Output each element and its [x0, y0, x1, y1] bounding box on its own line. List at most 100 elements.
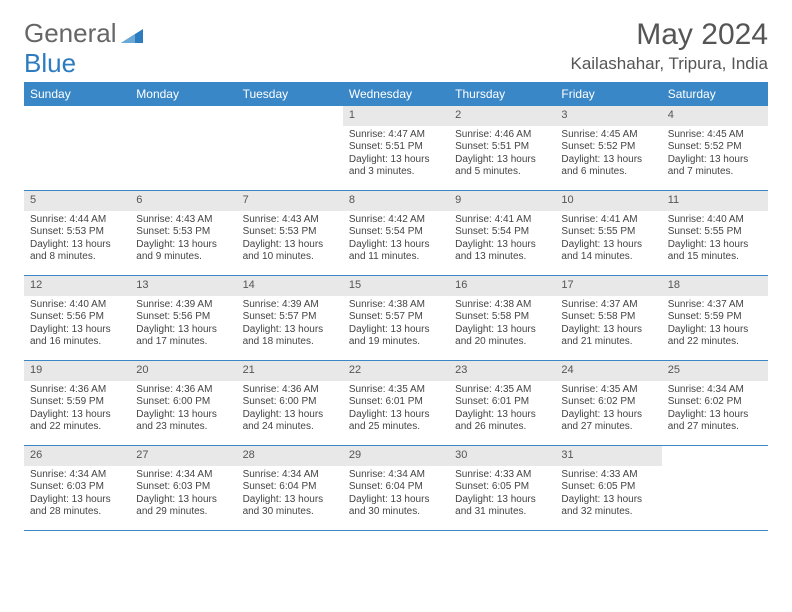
day-body: Sunrise: 4:39 AMSunset: 5:57 PMDaylight:…: [237, 296, 343, 355]
header: General May 2024 Kailashahar, Tripura, I…: [24, 18, 768, 74]
day-cell: 20Sunrise: 4:36 AMSunset: 6:00 PMDayligh…: [130, 361, 236, 445]
day-cell: .: [130, 106, 236, 190]
day-cell: 22Sunrise: 4:35 AMSunset: 6:01 PMDayligh…: [343, 361, 449, 445]
daylight-line: Daylight: 13 hours and 26 minutes.: [455, 409, 549, 434]
sunrise-line: Sunrise: 4:46 AM: [455, 129, 549, 142]
sunrise-line: Sunrise: 4:36 AM: [243, 384, 337, 397]
day-number: 27: [130, 446, 236, 466]
day-cell: 19Sunrise: 4:36 AMSunset: 5:59 PMDayligh…: [24, 361, 130, 445]
daylight-line: Daylight: 13 hours and 6 minutes.: [561, 154, 655, 179]
daylight-line: Daylight: 13 hours and 5 minutes.: [455, 154, 549, 179]
day-body: Sunrise: 4:33 AMSunset: 6:05 PMDaylight:…: [555, 466, 661, 525]
daylight-line: Daylight: 13 hours and 7 minutes.: [668, 154, 762, 179]
sunrise-line: Sunrise: 4:35 AM: [561, 384, 655, 397]
daylight-line: Daylight: 13 hours and 14 minutes.: [561, 239, 655, 264]
daylight-line: Daylight: 13 hours and 32 minutes.: [561, 494, 655, 519]
day-number: 18: [662, 276, 768, 296]
dow-cell: Wednesday: [343, 82, 449, 106]
brand-part2: Blue: [24, 48, 76, 79]
daylight-line: Daylight: 13 hours and 25 minutes.: [349, 409, 443, 434]
day-cell: 3Sunrise: 4:45 AMSunset: 5:52 PMDaylight…: [555, 106, 661, 190]
sunset-line: Sunset: 5:51 PM: [455, 141, 549, 154]
day-body: Sunrise: 4:34 AMSunset: 6:03 PMDaylight:…: [24, 466, 130, 525]
sunset-line: Sunset: 6:05 PM: [455, 481, 549, 494]
sunset-line: Sunset: 6:03 PM: [136, 481, 230, 494]
sunset-line: Sunset: 6:02 PM: [668, 396, 762, 409]
sunset-line: Sunset: 6:04 PM: [349, 481, 443, 494]
sunset-line: Sunset: 5:59 PM: [30, 396, 124, 409]
day-body: Sunrise: 4:34 AMSunset: 6:02 PMDaylight:…: [662, 381, 768, 440]
day-body: Sunrise: 4:36 AMSunset: 5:59 PMDaylight:…: [24, 381, 130, 440]
sunrise-line: Sunrise: 4:35 AM: [455, 384, 549, 397]
sunrise-line: Sunrise: 4:34 AM: [136, 469, 230, 482]
daylight-line: Daylight: 13 hours and 28 minutes.: [30, 494, 124, 519]
sunset-line: Sunset: 5:56 PM: [30, 311, 124, 324]
dow-header-row: SundayMondayTuesdayWednesdayThursdayFrid…: [24, 82, 768, 106]
day-cell: 24Sunrise: 4:35 AMSunset: 6:02 PMDayligh…: [555, 361, 661, 445]
day-number: 17: [555, 276, 661, 296]
day-body: Sunrise: 4:43 AMSunset: 5:53 PMDaylight:…: [130, 211, 236, 270]
sunrise-line: Sunrise: 4:39 AM: [243, 299, 337, 312]
day-number: 24: [555, 361, 661, 381]
day-number: 30: [449, 446, 555, 466]
day-number: 21: [237, 361, 343, 381]
day-number: 11: [662, 191, 768, 211]
daylight-line: Daylight: 13 hours and 18 minutes.: [243, 324, 337, 349]
sunset-line: Sunset: 5:59 PM: [668, 311, 762, 324]
day-body: Sunrise: 4:36 AMSunset: 6:00 PMDaylight:…: [237, 381, 343, 440]
day-number: 23: [449, 361, 555, 381]
sunrise-line: Sunrise: 4:39 AM: [136, 299, 230, 312]
day-number: 22: [343, 361, 449, 381]
day-body: Sunrise: 4:35 AMSunset: 6:01 PMDaylight:…: [343, 381, 449, 440]
day-number: 16: [449, 276, 555, 296]
day-cell: 6Sunrise: 4:43 AMSunset: 5:53 PMDaylight…: [130, 191, 236, 275]
sunset-line: Sunset: 5:55 PM: [668, 226, 762, 239]
daylight-line: Daylight: 13 hours and 21 minutes.: [561, 324, 655, 349]
daylight-line: Daylight: 13 hours and 13 minutes.: [455, 239, 549, 264]
day-cell: 31Sunrise: 4:33 AMSunset: 6:05 PMDayligh…: [555, 446, 661, 530]
month-title: May 2024: [570, 18, 768, 52]
sunset-line: Sunset: 6:05 PM: [561, 481, 655, 494]
sunrise-line: Sunrise: 4:43 AM: [243, 214, 337, 227]
day-cell: 13Sunrise: 4:39 AMSunset: 5:56 PMDayligh…: [130, 276, 236, 360]
week-row: 26Sunrise: 4:34 AMSunset: 6:03 PMDayligh…: [24, 446, 768, 531]
day-number: 13: [130, 276, 236, 296]
sunrise-line: Sunrise: 4:34 AM: [349, 469, 443, 482]
daylight-line: Daylight: 13 hours and 22 minutes.: [668, 324, 762, 349]
day-number: 25: [662, 361, 768, 381]
day-body: Sunrise: 4:47 AMSunset: 5:51 PMDaylight:…: [343, 126, 449, 185]
day-cell: 11Sunrise: 4:40 AMSunset: 5:55 PMDayligh…: [662, 191, 768, 275]
sunset-line: Sunset: 6:00 PM: [136, 396, 230, 409]
sunset-line: Sunset: 5:53 PM: [136, 226, 230, 239]
day-number: 1: [343, 106, 449, 126]
day-cell: 8Sunrise: 4:42 AMSunset: 5:54 PMDaylight…: [343, 191, 449, 275]
day-cell: 29Sunrise: 4:34 AMSunset: 6:04 PMDayligh…: [343, 446, 449, 530]
sunrise-line: Sunrise: 4:47 AM: [349, 129, 443, 142]
daylight-line: Daylight: 13 hours and 8 minutes.: [30, 239, 124, 264]
daylight-line: Daylight: 13 hours and 20 minutes.: [455, 324, 549, 349]
day-number: 5: [24, 191, 130, 211]
day-cell: 28Sunrise: 4:34 AMSunset: 6:04 PMDayligh…: [237, 446, 343, 530]
day-body: Sunrise: 4:36 AMSunset: 6:00 PMDaylight:…: [130, 381, 236, 440]
sunrise-line: Sunrise: 4:42 AM: [349, 214, 443, 227]
weeks-container: ...1Sunrise: 4:47 AMSunset: 5:51 PMDayli…: [24, 106, 768, 531]
day-body: Sunrise: 4:41 AMSunset: 5:55 PMDaylight:…: [555, 211, 661, 270]
day-body: Sunrise: 4:34 AMSunset: 6:04 PMDaylight:…: [343, 466, 449, 525]
day-number: 28: [237, 446, 343, 466]
day-body: Sunrise: 4:42 AMSunset: 5:54 PMDaylight:…: [343, 211, 449, 270]
day-cell: .: [662, 446, 768, 530]
sunset-line: Sunset: 5:56 PM: [136, 311, 230, 324]
daylight-line: Daylight: 13 hours and 10 minutes.: [243, 239, 337, 264]
day-number: 31: [555, 446, 661, 466]
day-body: Sunrise: 4:37 AMSunset: 5:59 PMDaylight:…: [662, 296, 768, 355]
sunset-line: Sunset: 5:57 PM: [243, 311, 337, 324]
day-number: 10: [555, 191, 661, 211]
day-body: Sunrise: 4:40 AMSunset: 5:56 PMDaylight:…: [24, 296, 130, 355]
day-body: Sunrise: 4:35 AMSunset: 6:01 PMDaylight:…: [449, 381, 555, 440]
day-number: 6: [130, 191, 236, 211]
daylight-line: Daylight: 13 hours and 22 minutes.: [30, 409, 124, 434]
week-row: 5Sunrise: 4:44 AMSunset: 5:53 PMDaylight…: [24, 191, 768, 276]
day-cell: .: [24, 106, 130, 190]
day-body: Sunrise: 4:34 AMSunset: 6:03 PMDaylight:…: [130, 466, 236, 525]
dow-cell: Sunday: [24, 82, 130, 106]
